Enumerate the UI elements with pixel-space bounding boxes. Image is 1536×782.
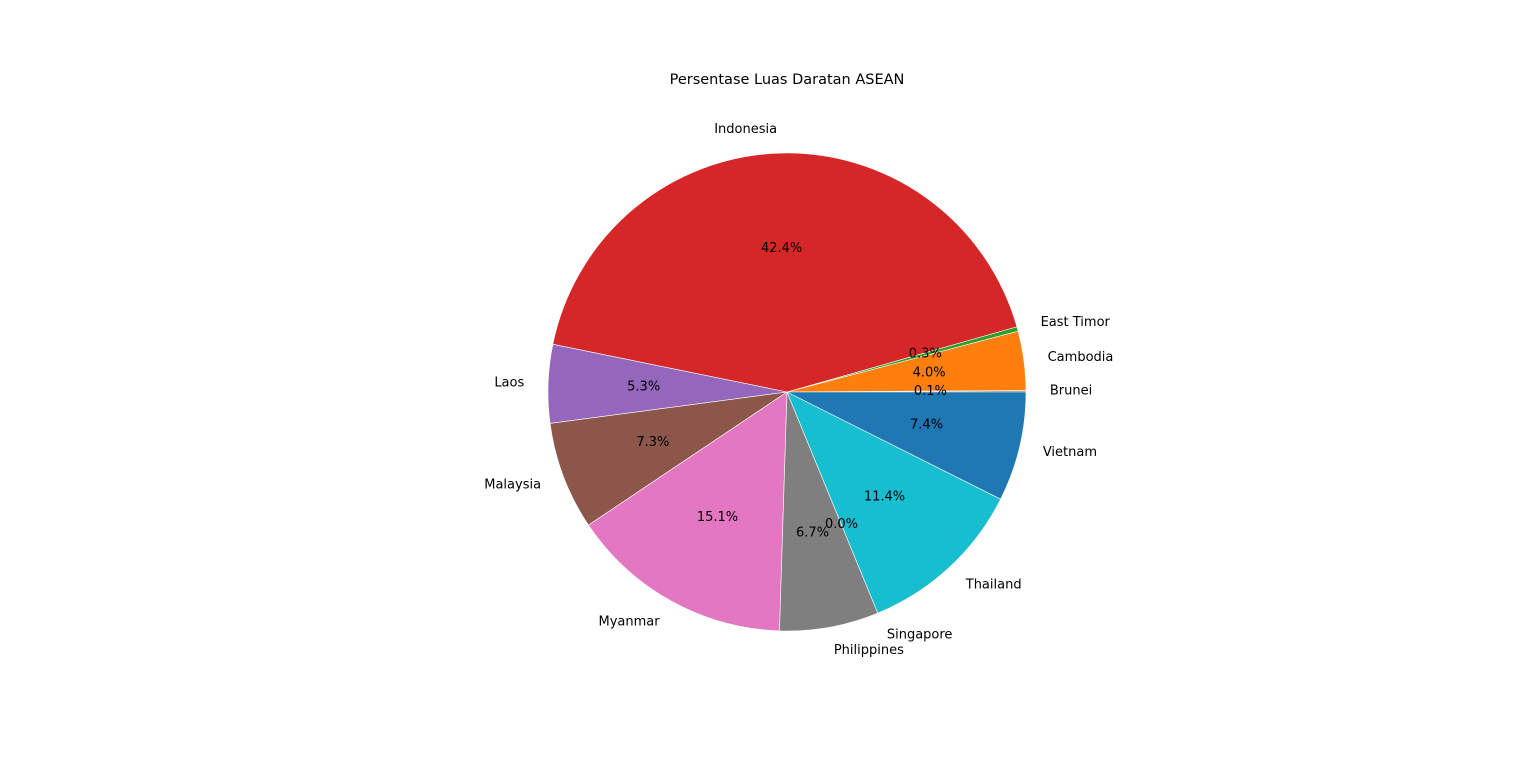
slice-label-indonesia: Indonesia	[714, 122, 777, 137]
slice-label-cambodia: Cambodia	[1048, 350, 1114, 365]
slice-percent-indonesia: 42.4%	[761, 241, 802, 256]
pie-slice-myanmar	[588, 391, 788, 632]
slice-percent-thailand: 11.4%	[864, 490, 905, 505]
slice-percent-philippines: 6.7%	[796, 526, 829, 541]
pie-slice-thailand	[786, 391, 1002, 614]
slice-percent-east-timor: 0.3%	[909, 347, 942, 362]
slice-label-philippines: Philippines	[834, 643, 904, 658]
slice-percent-myanmar: 15.1%	[697, 510, 738, 525]
slice-label-myanmar: Myanmar	[599, 614, 661, 629]
slice-label-brunei: Brunei	[1050, 384, 1092, 399]
slice-percent-malaysia: 7.3%	[636, 435, 669, 450]
pie-slice-vietnam	[786, 391, 1027, 500]
slice-percent-laos: 5.3%	[627, 380, 660, 395]
slice-label-malaysia: Malaysia	[484, 477, 541, 492]
pie-slice-indonesia	[552, 152, 1018, 393]
slice-label-singapore: Singapore	[887, 628, 953, 643]
slice-label-laos: Laos	[494, 375, 524, 390]
slice-label-vietnam: Vietnam	[1043, 445, 1097, 460]
chart-title: Persentase Luas Daratan ASEAN	[670, 72, 905, 88]
slice-percent-vietnam: 7.4%	[910, 418, 943, 433]
slice-label-east-timor: East Timor	[1041, 315, 1111, 330]
slice-percent-singapore: 0.0%	[825, 517, 858, 532]
pie-slice-malaysia	[549, 391, 788, 526]
slice-label-thailand: Thailand	[965, 577, 1022, 592]
slice-percent-cambodia: 4.0%	[913, 366, 946, 381]
pie-slices	[547, 152, 1027, 632]
pie-labels: Brunei 0.1% Cambodia 4.0% East Timor 0.3% Indo…	[484, 122, 1113, 658]
slice-percent-brunei: 0.1%	[914, 384, 947, 399]
